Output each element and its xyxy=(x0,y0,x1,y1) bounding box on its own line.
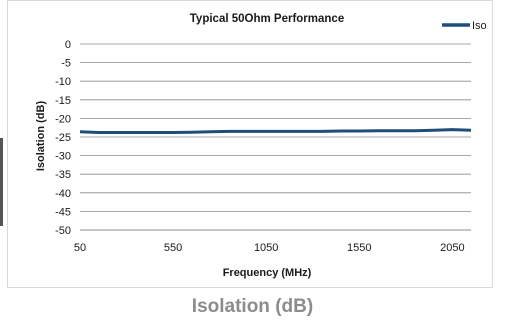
x-tick-label: 550 xyxy=(164,242,182,254)
x-tick-labels: 50 550 1050 1550 2050 xyxy=(74,242,465,254)
y-axis-label: Isolation (dB) xyxy=(35,101,47,172)
grid-lines xyxy=(80,43,471,212)
y-tick-label: -25 xyxy=(55,132,71,144)
y-tick-label: -35 xyxy=(55,169,71,181)
y-tick-label: -30 xyxy=(55,151,71,163)
y-tick-label: -15 xyxy=(55,95,71,107)
y-tick-label: -20 xyxy=(55,113,71,125)
x-tick-label: 50 xyxy=(74,242,86,254)
y-tick-label: -10 xyxy=(55,76,71,88)
chart-frame xyxy=(7,0,493,288)
x-tick-label: 2050 xyxy=(440,242,464,254)
y-tick-label: -5 xyxy=(61,58,71,70)
y-tick-label: -40 xyxy=(55,188,71,200)
chart-title: Typical 50Ohm Performance xyxy=(190,13,344,25)
x-axis-label: Frequency (MHz) xyxy=(223,267,312,279)
series-lines xyxy=(79,128,472,134)
x-tick-label: 1550 xyxy=(347,242,371,254)
figure-caption: Isolation (dB) xyxy=(191,296,314,317)
x-tick-label: 1050 xyxy=(254,242,278,254)
y-tick-labels: 0 -5 -10 -15 -20 -25 -30 -35 -40 -45 -50 xyxy=(55,39,71,237)
legend: Iso xyxy=(442,20,487,32)
chart-svg: 0 -5 -10 -15 -20 -25 -30 -35 -40 -45 -50 50 550 1050… xyxy=(35,13,487,279)
y-tick-label: -50 xyxy=(55,225,71,237)
y-tick-label: 0 xyxy=(65,39,71,51)
left-edge-bar xyxy=(0,138,3,226)
series-line-iso xyxy=(79,128,472,134)
y-tick-label: -45 xyxy=(55,206,71,218)
legend-label-iso: Iso xyxy=(472,20,487,32)
